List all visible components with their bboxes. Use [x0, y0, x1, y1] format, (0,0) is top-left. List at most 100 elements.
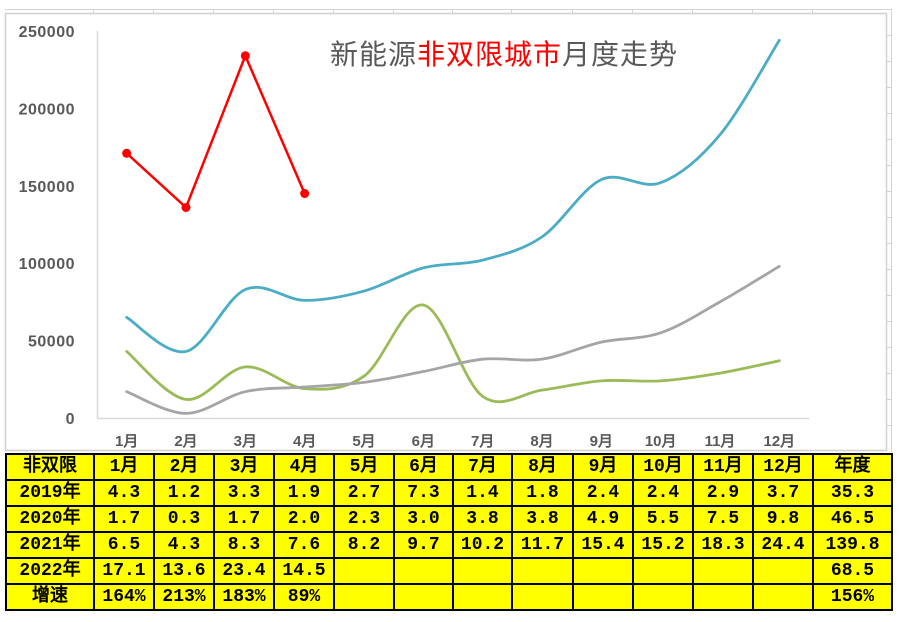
- value-cell: 3.8: [511, 505, 574, 533]
- value-cell: 164%: [93, 583, 155, 611]
- y-tick-label: 250000: [19, 24, 75, 41]
- y-tick-label: 50000: [28, 334, 75, 351]
- x-tick-label: 3月: [234, 433, 257, 450]
- value-cell: 15.4: [572, 531, 634, 559]
- value-cell: 1.7: [93, 505, 155, 533]
- table-row: 2019年 4.3 1.2 3.3 1.9 2.7 7.3 1.4 1.8 2.4 2.4 2.9 3.…: [5, 479, 893, 507]
- value-cell: 23.4: [213, 557, 275, 585]
- chart-title-part-1: 新能源: [330, 39, 417, 70]
- x-tick-label: 12月: [763, 433, 795, 450]
- value-cell: 2.3: [333, 505, 395, 533]
- value-cell: 17.1: [93, 557, 155, 585]
- y-tick-label: 200000: [19, 101, 75, 118]
- series-line: [125, 264, 781, 415]
- value-cell: [511, 583, 574, 611]
- data-point-marker: [240, 51, 250, 61]
- y-tick-label: 0: [66, 411, 75, 428]
- value-cell: 2.4: [572, 479, 634, 507]
- value-cell: 1.9: [273, 479, 335, 507]
- value-cell: 8.3: [213, 531, 275, 559]
- value-cell: 1.4: [452, 479, 513, 507]
- chart-frame: [4, 12, 888, 452]
- y-tick-label: 150000: [19, 179, 75, 196]
- data-point-marker: [122, 148, 132, 158]
- header-cell: 12月: [752, 453, 814, 481]
- value-cell: [572, 557, 634, 585]
- total-cell: 139.8: [812, 531, 893, 559]
- line-chart: 新能源非双限城市月度走势 0 50000 100000 150000 200000 250…: [4, 9, 892, 452]
- value-cell: 14.5: [273, 557, 335, 585]
- header-cell: 2月: [153, 453, 215, 481]
- total-cell: 156%: [812, 583, 893, 611]
- value-cell: [632, 583, 694, 611]
- header-cell: 11月: [692, 453, 754, 481]
- value-cell: 3.0: [393, 505, 454, 533]
- row-label-cell: 2022年: [5, 557, 95, 585]
- row-label-cell: 增速: [5, 583, 95, 611]
- value-cell: [632, 557, 694, 585]
- row-label-cell: 2021年: [5, 531, 95, 559]
- value-cell: 1.8: [511, 479, 574, 507]
- value-cell: 10.2: [452, 531, 513, 559]
- value-cell: 24.4: [752, 531, 814, 559]
- value-cell: 5.5: [632, 505, 694, 533]
- chart-title: 新能源非双限城市月度走势: [330, 39, 678, 70]
- header-cell: 年度: [812, 453, 893, 481]
- table-row: 2022年 17.1 13.6 23.4 14.5 68.5: [5, 557, 893, 585]
- header-cell: 9月: [572, 453, 634, 481]
- value-cell: [452, 583, 513, 611]
- series-2021: [125, 38, 781, 354]
- table-row: 增速 164% 213% 183% 89% 156%: [5, 583, 893, 611]
- x-tick-label: 7月: [471, 433, 494, 450]
- table-row: 2020年 1.7 0.3 1.7 2.0 2.3 3.0 3.8 3.8 4.9 5.5 7.5 9.…: [5, 505, 893, 533]
- value-cell: [333, 583, 395, 611]
- header-corner-cell: 非双限: [5, 453, 95, 481]
- header-cell: 8月: [511, 453, 574, 481]
- value-cell: [333, 557, 395, 585]
- header-cell: 5月: [333, 453, 395, 481]
- x-tick-label: 5月: [352, 433, 375, 450]
- header-cell: 7月: [452, 453, 513, 481]
- total-cell: 35.3: [812, 479, 893, 507]
- value-cell: [511, 557, 574, 585]
- row-label-cell: 2019年: [5, 479, 95, 507]
- value-cell: 213%: [153, 583, 215, 611]
- x-tick-label: 2月: [174, 433, 197, 450]
- row-label-cell: 2020年: [5, 505, 95, 533]
- value-cell: [572, 583, 634, 611]
- value-cell: 7.3: [393, 479, 454, 507]
- data-point-marker: [181, 202, 191, 212]
- series-line: [125, 38, 781, 354]
- value-cell: 9.7: [393, 531, 454, 559]
- header-cell: 10月: [632, 453, 694, 481]
- data-table: 非双限 1月 2月 3月 4月 5月 6月 7月 8月 9月 10月 11月 12月 年度 2019年 4.3…: [5, 453, 893, 611]
- value-cell: 4.3: [93, 479, 155, 507]
- value-cell: 11.7: [511, 531, 574, 559]
- header-cell: 4月: [273, 453, 335, 481]
- series-lines: [122, 38, 781, 415]
- value-cell: 89%: [273, 583, 335, 611]
- value-cell: [752, 557, 814, 585]
- value-cell: 4.3: [153, 531, 215, 559]
- value-cell: [393, 583, 454, 611]
- value-cell: 0.3: [153, 505, 215, 533]
- x-tick-label: 8月: [530, 433, 553, 450]
- x-tick-label: 1月: [115, 433, 138, 450]
- value-cell: 4.9: [572, 505, 634, 533]
- y-tick-label: 100000: [19, 256, 75, 273]
- x-tick-label: 9月: [590, 433, 613, 450]
- header-cell: 1月: [93, 453, 155, 481]
- cell-gridlines: [5, 9, 892, 452]
- series-2019: [125, 303, 781, 404]
- value-cell: 7.6: [273, 531, 335, 559]
- x-tick-label: 10月: [645, 433, 677, 450]
- value-cell: 9.8: [752, 505, 814, 533]
- value-cell: [393, 557, 454, 585]
- value-cell: 2.7: [333, 479, 395, 507]
- value-cell: 8.2: [333, 531, 395, 559]
- x-tick-label: 11月: [705, 433, 736, 450]
- total-cell: 68.5: [812, 557, 893, 585]
- value-cell: 15.2: [632, 531, 694, 559]
- x-tick-label: 4月: [293, 433, 316, 450]
- value-cell: 6.5: [93, 531, 155, 559]
